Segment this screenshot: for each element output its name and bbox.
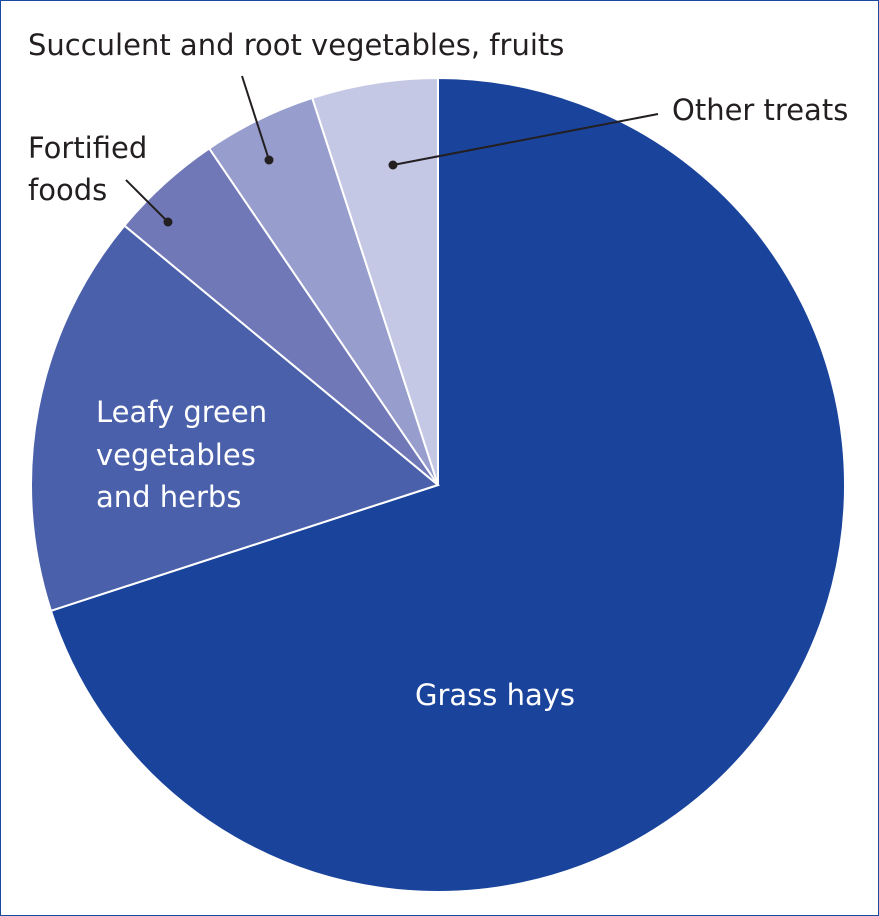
pie-slices (30, 76, 846, 893)
pie-slice-grass-hays (49, 76, 846, 893)
leader-line-succulent (241, 75, 270, 161)
leader-dot-other-treats (388, 160, 398, 170)
leader-line-fortified (125, 179, 169, 223)
leader-dot-succulent (264, 155, 274, 165)
label-leafy-line2: vegetables (96, 438, 256, 472)
label-succulent: Succulent and root vegetables, fruits (28, 28, 564, 62)
label-leafy-line1: Leafy green (96, 395, 267, 429)
pie-slice-leafy-green-vegetables-and-herbs (30, 224, 441, 613)
leader-line-other-treats (392, 113, 659, 166)
label-grass-hays: Grass hays (415, 678, 575, 712)
leader-dot-fortified (163, 217, 173, 227)
label-other-treats: Other treats (672, 93, 848, 127)
label-fortified-line2: foods (28, 173, 107, 207)
label-leafy-line3: and herbs (96, 480, 241, 514)
label-fortified-line1: Fortified (28, 131, 147, 165)
pie-slice-other-treats (310, 76, 439, 486)
